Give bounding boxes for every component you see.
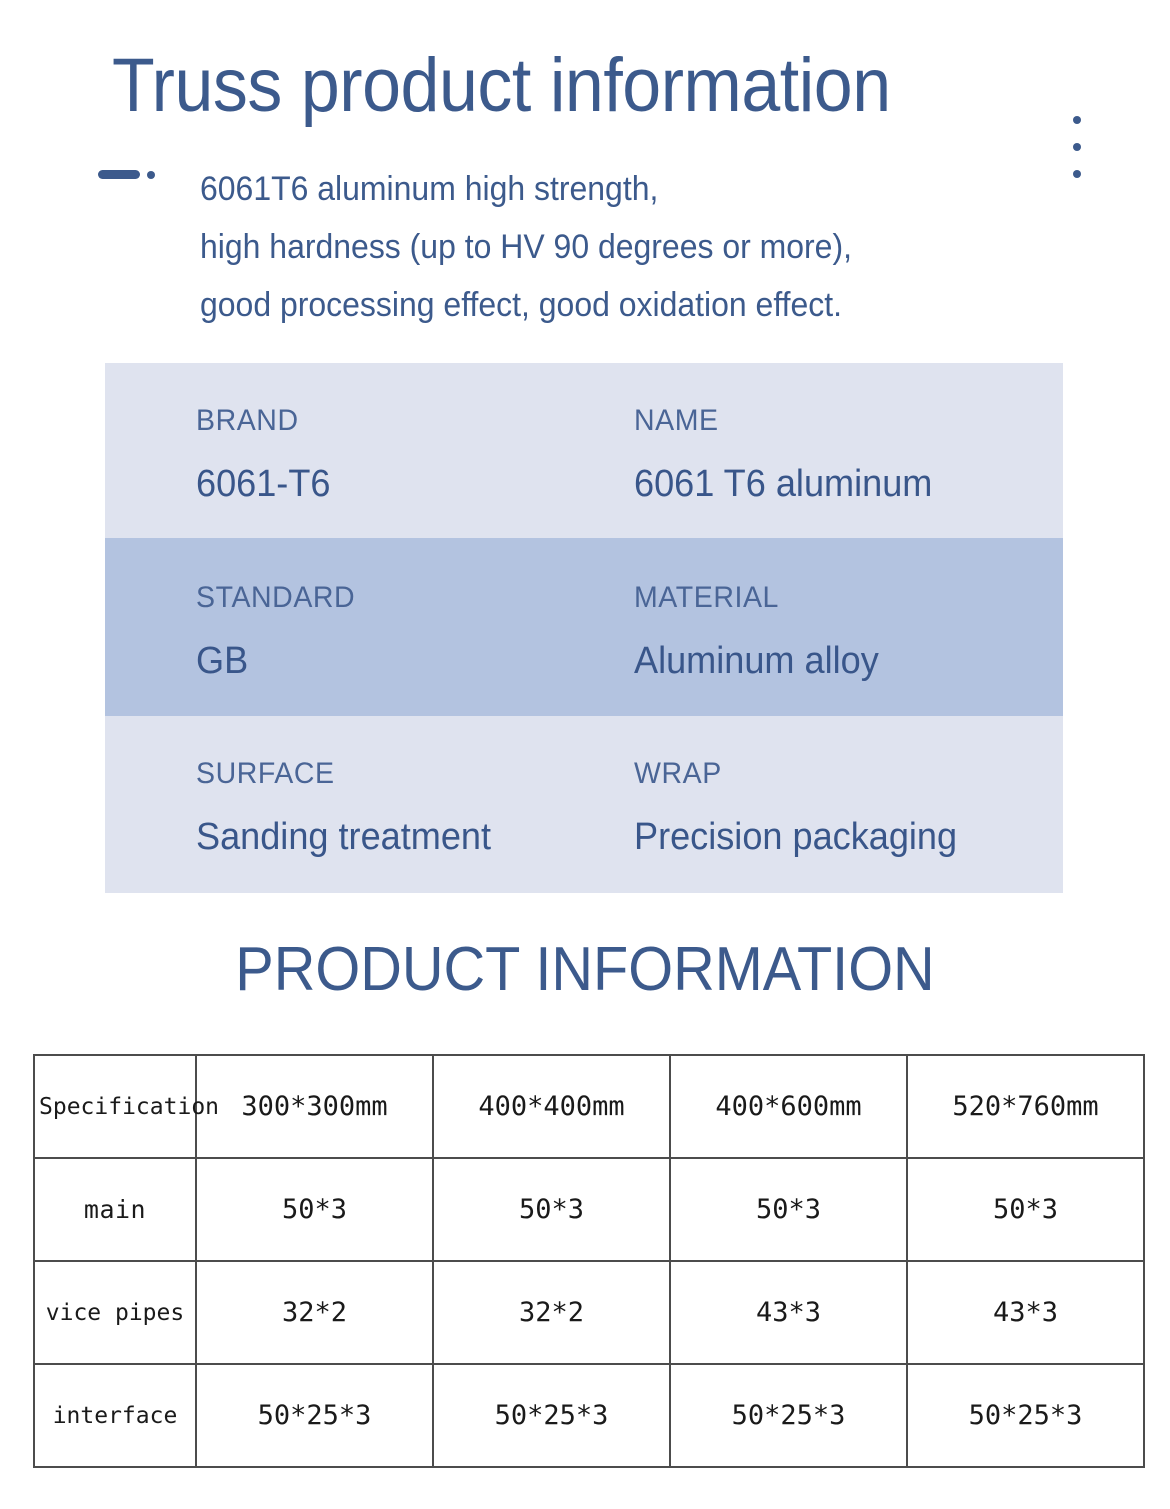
- product-information-table: Specification 300*300mm 400*400mm 400*60…: [33, 1054, 1145, 1468]
- table-cell: 50*25*3: [432, 1363, 671, 1468]
- table-header-cell: 400*400mm: [432, 1054, 671, 1159]
- table-row-label: interface: [33, 1363, 197, 1468]
- spec-cell-surface: SURFACE Sanding treatment: [105, 754, 575, 893]
- page-header: Truss product information: [0, 34, 1170, 144]
- ellipsis-dot: [1073, 170, 1081, 178]
- vertical-ellipsis-icon: [1072, 116, 1082, 178]
- dash-bar: [98, 170, 140, 179]
- spec-value: Aluminum alloy: [634, 640, 879, 682]
- table-row: main 50*3 50*3 50*3 50*3: [33, 1157, 1145, 1262]
- table-cell: 50*3: [195, 1157, 434, 1262]
- page-title: Truss product information: [112, 43, 891, 128]
- spec-value: Precision packaging: [634, 816, 958, 858]
- table-header-specification: Specification: [33, 1054, 219, 1159]
- table-row: interface 50*25*3 50*25*3 50*25*3 50*25*…: [33, 1363, 1145, 1468]
- table-cell: 32*2: [432, 1260, 671, 1365]
- table-cell: 50*3: [906, 1157, 1145, 1262]
- table-cell: 50*3: [669, 1157, 908, 1262]
- spec-cell-name: NAME 6061 T6 aluminum: [575, 401, 1063, 538]
- specification-panel: BRAND 6061-T6 NAME 6061 T6 aluminum STAN…: [105, 363, 1063, 893]
- spec-cell-material: MATERIAL Aluminum alloy: [575, 578, 1063, 716]
- spec-label: STANDARD: [196, 581, 356, 614]
- table-header-cell: 300*300mm: [195, 1054, 434, 1159]
- spec-label: MATERIAL: [634, 581, 779, 614]
- spec-row: STANDARD GB MATERIAL Aluminum alloy: [105, 538, 1063, 716]
- spec-cell-brand: BRAND 6061-T6: [105, 401, 575, 538]
- table-cell: 50*25*3: [669, 1363, 908, 1468]
- intro-line-1: 6061T6 aluminum high strength,: [200, 170, 659, 208]
- intro-line-2: high hardness (up to HV 90 degrees or mo…: [200, 228, 852, 266]
- table-cell: 32*2: [195, 1260, 434, 1365]
- dash-bullet-icon: [98, 168, 160, 180]
- spec-value: Sanding treatment: [196, 816, 492, 858]
- spec-row: SURFACE Sanding treatment WRAP Precision…: [105, 716, 1063, 893]
- spec-label: WRAP: [634, 757, 722, 790]
- table-cell: 50*25*3: [195, 1363, 434, 1468]
- ellipsis-dot: [1073, 116, 1081, 124]
- table-cell: 50*3: [432, 1157, 671, 1262]
- spec-value: 6061-T6: [196, 463, 331, 505]
- spec-label: NAME: [634, 404, 719, 437]
- table-cell: 43*3: [906, 1260, 1145, 1365]
- spec-label: BRAND: [196, 404, 299, 437]
- table-cell: 43*3: [669, 1260, 908, 1365]
- spec-label: SURFACE: [196, 757, 335, 790]
- section-heading-product-information: PRODUCT INFORMATION: [235, 935, 935, 1004]
- table-row: vice pipes 32*2 32*2 43*3 43*3: [33, 1260, 1145, 1365]
- table-header-cell: 520*760mm: [906, 1054, 1145, 1159]
- table-cell: 50*25*3: [906, 1363, 1145, 1468]
- spec-value: GB: [196, 640, 249, 682]
- spec-cell-wrap: WRAP Precision packaging: [575, 754, 1063, 893]
- table-row-label: vice pipes: [33, 1260, 197, 1365]
- table-row-label: main: [33, 1157, 197, 1262]
- table-row-header: Specification 300*300mm 400*400mm 400*60…: [33, 1054, 1145, 1159]
- dash-dot: [147, 171, 155, 179]
- table-header-cell: 400*600mm: [669, 1054, 908, 1159]
- spec-cell-standard: STANDARD GB: [105, 578, 575, 716]
- ellipsis-dot: [1073, 143, 1081, 151]
- spec-row: BRAND 6061-T6 NAME 6061 T6 aluminum: [105, 363, 1063, 538]
- intro-paragraph: 6061T6 aluminum high strength, high hard…: [200, 160, 1027, 334]
- spec-value: 6061 T6 aluminum: [634, 463, 933, 505]
- intro-line-3: good processing effect, good oxidation e…: [200, 286, 843, 324]
